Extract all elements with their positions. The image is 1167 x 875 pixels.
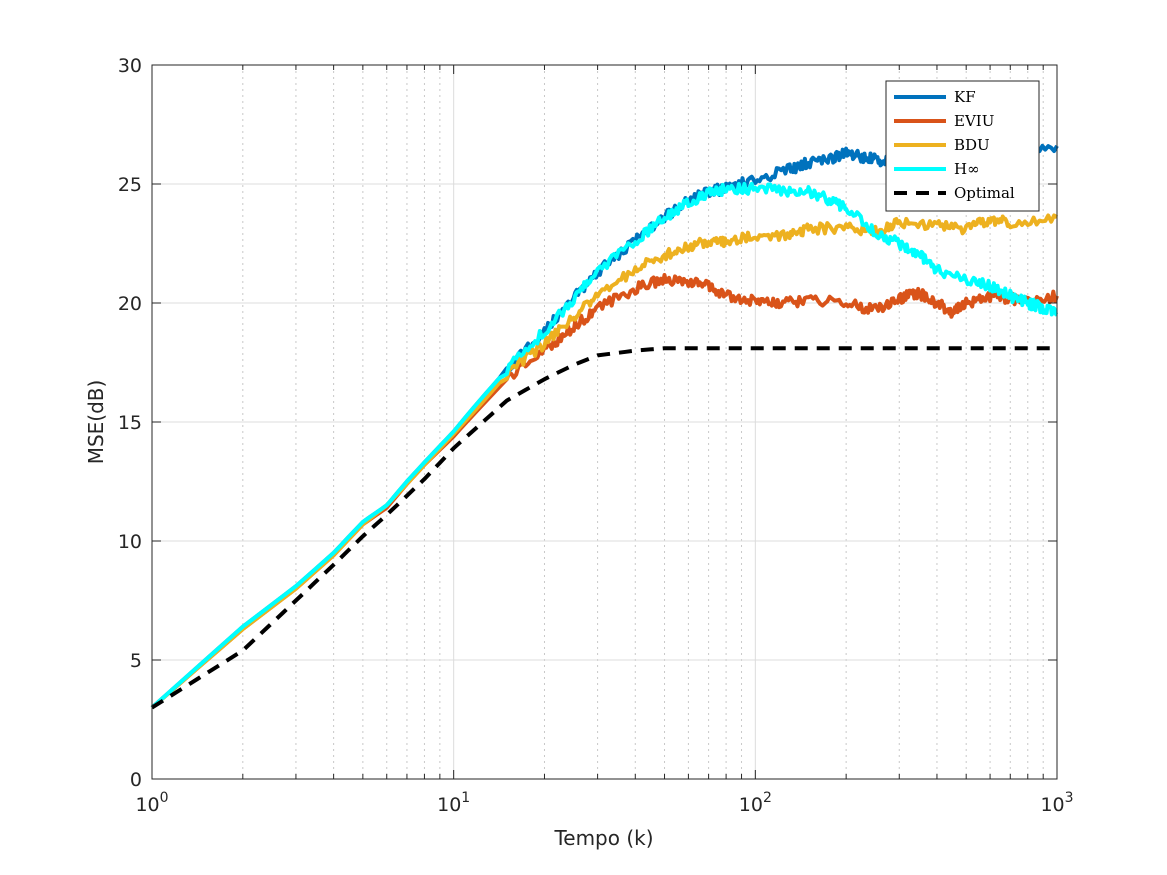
legend-label-kf: KF (954, 88, 976, 106)
legend-label-h: H∞ (954, 160, 980, 178)
series-line-h (150, 181, 1059, 710)
legend: KF EVIU BDU H∞ Optimal (885, 80, 1040, 212)
x-tick-label: 102 (739, 790, 772, 816)
grid (152, 65, 1057, 779)
x-tick-label: 103 (1040, 790, 1073, 816)
y-tick-label: 10 (118, 531, 142, 553)
y-tick-label: 20 (118, 293, 142, 315)
y-tick-label: 30 (118, 55, 142, 77)
y-axis-label: MSE(dB) (84, 380, 108, 465)
legend-label-eviu: EVIU (954, 112, 994, 130)
x-tick-label: 101 (437, 790, 470, 816)
legend-label-optimal: Optimal (954, 184, 1015, 202)
x-tick-label: 100 (135, 790, 168, 816)
tick-labels: 100 101 102 103 0 5 10 15 20 25 30 (118, 55, 1074, 816)
series-line-optimal (150, 346, 1057, 710)
y-tick-label: 15 (118, 412, 142, 434)
y-tick-label: 25 (118, 174, 142, 196)
series-line-bdu (150, 213, 1059, 710)
ticks (151, 64, 1058, 780)
x-axis-label: Tempo (k) (553, 826, 653, 850)
y-tick-label: 5 (130, 650, 142, 672)
series-line-eviu (150, 273, 1059, 710)
legend-label-bdu: BDU (954, 136, 990, 154)
y-tick-label: 0 (130, 769, 142, 791)
